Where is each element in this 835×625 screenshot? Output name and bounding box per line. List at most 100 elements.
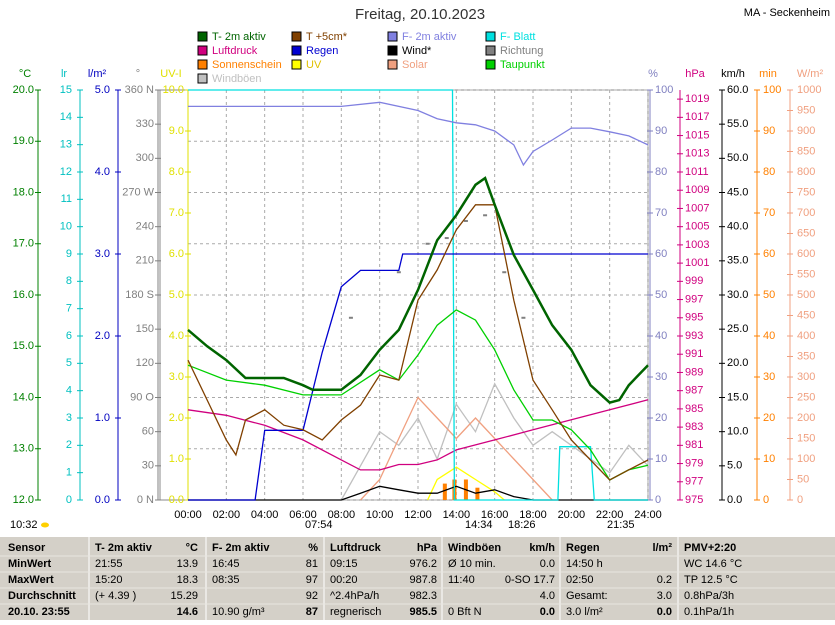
- series-line: [187, 309, 649, 481]
- y-tick-label: 40.0: [727, 221, 748, 233]
- y-tick-label: 5.0: [169, 289, 184, 301]
- y-tick-label: 0.0: [727, 494, 742, 506]
- legend-label: T +5cm*: [306, 31, 348, 43]
- y-tick-label: 90 O: [130, 391, 154, 403]
- series-line: [188, 101, 649, 167]
- y-tick-label: 400: [797, 330, 815, 342]
- table-cell: 00:20: [330, 574, 358, 586]
- legend-swatch: [387, 31, 398, 42]
- y-tick-label: 100: [763, 84, 781, 96]
- table-cell: 14:50 h: [566, 558, 603, 570]
- table-cell: Ø 10 min.: [448, 558, 496, 570]
- y-tick-label: 8.0: [169, 166, 184, 178]
- table-cell: 3.0: [657, 590, 672, 602]
- axis-title: %: [648, 68, 658, 80]
- x-tick-label: 16:00: [481, 509, 509, 521]
- table-cell: Windböen: [448, 542, 501, 554]
- y-tick-label: 80: [763, 166, 775, 178]
- y-tick-label: 13.0: [13, 443, 34, 455]
- table-cell: 15:20: [95, 574, 123, 586]
- table-cell: Regen: [566, 542, 600, 554]
- table-cell: 987.8: [409, 574, 437, 586]
- x-tick-label: 20:00: [558, 509, 586, 521]
- sun-time: 14:34: [465, 519, 493, 531]
- y-tick-label: 150: [797, 432, 815, 444]
- y-tick-label: 1019: [685, 93, 709, 105]
- y-tick-label: 0: [763, 494, 769, 506]
- table-cell: °C: [186, 542, 198, 554]
- table-cell: 11:40: [448, 574, 475, 586]
- y-tick-label: 999: [685, 275, 703, 287]
- y-tick-label: 50: [797, 473, 809, 485]
- table-cell: 21:55: [95, 558, 123, 570]
- sun-time: 10:32: [10, 519, 38, 531]
- x-tick-label: 24:00: [634, 509, 662, 521]
- y-tick-label: 330: [136, 118, 154, 130]
- x-tick-label: 02:00: [213, 509, 241, 521]
- y-tick-label: 18.0: [13, 186, 34, 198]
- y-tick-label: 12.0: [13, 494, 34, 506]
- y-tick-label: 997: [685, 293, 703, 305]
- y-tick-label: 4.0: [95, 166, 110, 178]
- legend-swatch: [197, 45, 208, 56]
- table-cell: PMV+2:20: [684, 542, 736, 554]
- legend-label: Richtung: [500, 45, 543, 57]
- table-cell: 16:45: [212, 558, 240, 570]
- legend-swatch: [387, 45, 398, 56]
- y-tick-label: 991: [685, 348, 703, 360]
- legend-swatch: [485, 59, 496, 70]
- series-line: [187, 176, 649, 404]
- direction-dot: [463, 219, 468, 222]
- axis-title: °: [136, 68, 140, 80]
- y-tick-label: 300: [797, 371, 815, 383]
- y-tick-label: 6: [66, 330, 72, 342]
- table-cell: 985.5: [409, 606, 437, 618]
- y-tick-label: 1005: [685, 221, 709, 233]
- series-line: [188, 253, 648, 501]
- y-tick-label: 900: [797, 125, 815, 137]
- y-tick-label: 1.0: [95, 412, 110, 424]
- y-tick-label: 1015: [685, 129, 709, 141]
- table-cell: WC 14.6 °C: [684, 558, 742, 570]
- y-tick-label: 9.0: [169, 125, 184, 137]
- table-cell: hPa: [417, 542, 438, 554]
- y-tick-label: 0: [655, 494, 661, 506]
- legend-label: T- 2m aktiv: [212, 31, 266, 43]
- table-cell: 14.6: [177, 606, 198, 618]
- table-cell: 87: [306, 606, 318, 618]
- table-cell: Gesamt:: [566, 590, 608, 602]
- legend-label: F- Blatt: [500, 31, 535, 43]
- y-tick-label: 60.0: [727, 84, 748, 96]
- table-cell: l/m²: [652, 542, 672, 554]
- sunshine-bar: [442, 483, 447, 500]
- x-tick-label: 10:00: [366, 509, 394, 521]
- table-cell: 976.2: [409, 558, 437, 570]
- y-tick-label: 360 N: [125, 84, 154, 96]
- axis-title: hPa: [685, 68, 705, 80]
- chart-title: Freitag, 20.10.2023: [355, 6, 485, 23]
- y-tick-label: 1003: [685, 239, 709, 251]
- y-tick-label: 14.0: [13, 391, 34, 403]
- y-tick-label: 0.0: [95, 494, 110, 506]
- x-tick-label: 14:00: [443, 509, 471, 521]
- table-cell: 08:35: [212, 574, 240, 586]
- sun-time: 21:35: [607, 519, 635, 531]
- legend-swatch: [387, 59, 398, 70]
- y-tick-label: 17.0: [13, 238, 34, 250]
- y-tick-label: 8: [66, 275, 72, 287]
- sun-time: 07:54: [305, 519, 333, 531]
- y-tick-label: 600: [797, 248, 815, 260]
- table-cell: 10.90 g/m³: [212, 606, 265, 618]
- table-background: [0, 537, 835, 620]
- legend-label: F- 2m aktiv: [402, 31, 457, 43]
- table-cell: %: [308, 542, 318, 554]
- legend-swatch: [291, 59, 302, 70]
- y-tick-label: 950: [797, 104, 815, 116]
- direction-dot: [521, 316, 526, 319]
- axis-title: min: [759, 68, 777, 80]
- y-tick-label: 40: [763, 330, 775, 342]
- y-tick-label: 0.0: [169, 494, 184, 506]
- y-tick-label: 100: [655, 84, 673, 96]
- table-cell: ^2.4hPa/h: [330, 590, 379, 602]
- y-tick-label: 30: [763, 371, 775, 383]
